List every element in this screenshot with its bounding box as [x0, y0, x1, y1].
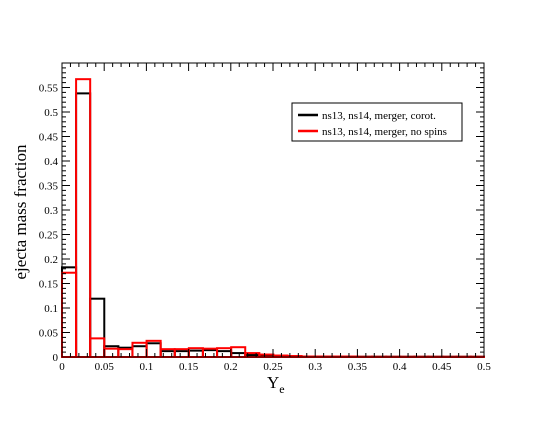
- legend-label-corot: ns13, ns14, merger, corot.: [322, 110, 436, 122]
- y-tick-label: 0: [53, 352, 59, 364]
- ticks-layer: 0 0.05 0.1 0.15 0.2 0.25 0.3 0.35 0.4 0.45 0.5 0 0.0…: [39, 63, 491, 373]
- x-tick-label: 0.15: [179, 361, 199, 373]
- histogram-bar: [61, 271, 78, 358]
- y-tick-label: 0.55: [39, 83, 59, 95]
- x-tick-label: 0.05: [95, 361, 115, 373]
- y-axis-label: ejecta mass fraction: [11, 144, 30, 279]
- histogram-bar: [131, 341, 148, 359]
- histogram-bar: [103, 347, 120, 359]
- histogram-bar: [187, 347, 204, 358]
- x-tick-label: 0.25: [263, 361, 283, 373]
- legend: ns13, ns14, merger, corot. ns13, ns14, m…: [291, 102, 463, 142]
- x-tick-label: 0.3: [308, 361, 322, 373]
- histogram-bar: [89, 337, 106, 359]
- histogram-bar: [131, 345, 148, 359]
- x-tick-label: 0.2: [224, 361, 238, 373]
- y-tick-label: 0.45: [39, 132, 59, 144]
- y-tick-label: 0.35: [39, 181, 59, 193]
- y-tick-label: 0.2: [44, 254, 58, 266]
- x-tick-label: 0.4: [393, 361, 407, 373]
- y-tick-label: 0.5: [44, 107, 58, 119]
- x-tick-label: 0.45: [432, 361, 452, 373]
- histogram-bar: [145, 342, 162, 358]
- x-tick-label: 0.35: [348, 361, 368, 373]
- y-tick-label: 0.25: [39, 230, 59, 242]
- x-axis-label-subscript: e: [279, 382, 284, 396]
- histogram-bar: [75, 92, 92, 358]
- histogram-bar: [61, 266, 78, 358]
- x-axis-label-main: Y: [267, 373, 279, 392]
- x-axis-label: Ye: [267, 373, 285, 396]
- y-tick-label: 0.4: [44, 156, 58, 168]
- x-tick-label: 0.5: [477, 361, 491, 373]
- histogram-bar: [89, 297, 106, 359]
- x-tick-label: 0.1: [140, 361, 154, 373]
- y-tick-label: 0.1: [44, 303, 58, 315]
- y-tick-label: 0.15: [39, 279, 59, 291]
- histogram-bar: [117, 348, 134, 359]
- y-tick-label: 0.3: [44, 205, 58, 217]
- histogram-bar: [216, 347, 233, 358]
- histogram-bar: [75, 78, 92, 358]
- legend-label-no-spins: ns13, ns14, merger, no spins: [322, 126, 447, 138]
- legend-box: [291, 102, 463, 142]
- x-tick-label: 0: [59, 361, 65, 373]
- y-tick-label: 0.05: [39, 328, 59, 340]
